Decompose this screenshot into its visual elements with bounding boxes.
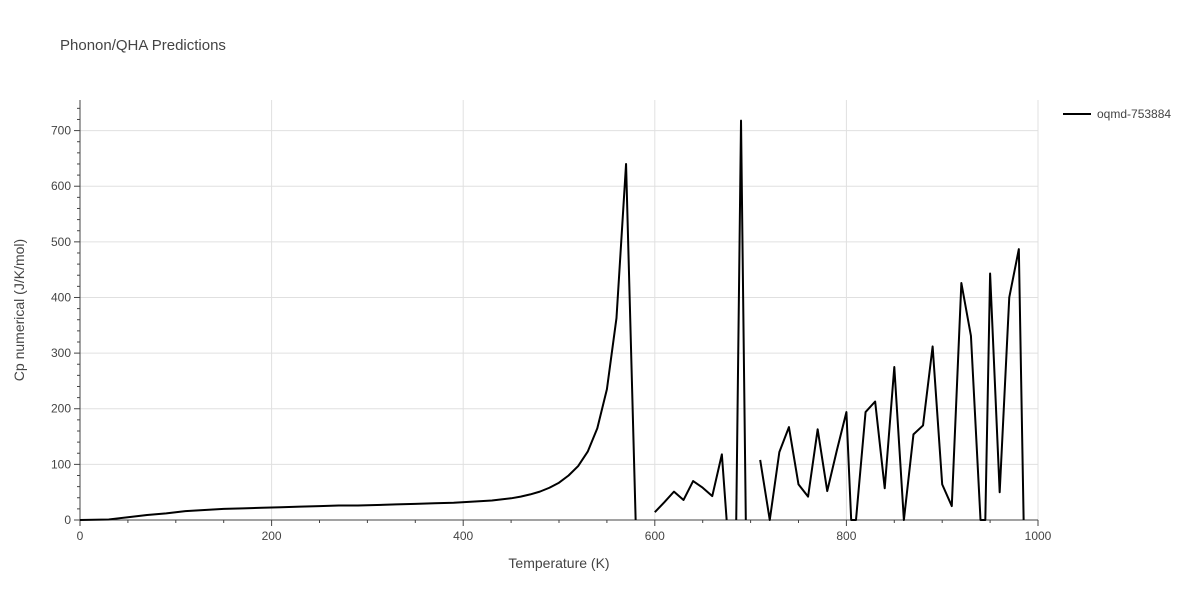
x-tick-label: 1000 — [1025, 529, 1052, 543]
x-tick-label: 0 — [77, 529, 84, 543]
y-tick-label: 300 — [51, 346, 71, 360]
y-tick-label: 400 — [51, 290, 71, 304]
y-axis-title: Cp numerical (J/K/mol) — [11, 239, 27, 381]
y-tick-label: 200 — [51, 402, 71, 416]
y-tick-label: 600 — [51, 179, 71, 193]
y-tick-label: 0 — [64, 513, 71, 527]
y-tick-label: 700 — [51, 124, 71, 138]
x-tick-label: 200 — [262, 529, 282, 543]
grid-layer — [80, 100, 1039, 520]
axes: 0 200 400 600 800 1000 0 100 200 300 400 500 600 700 — [51, 100, 1052, 543]
series-line-oqmd-753884 — [79, 119, 1025, 521]
plot-area — [79, 119, 1025, 521]
chart-title: Phonon/QHA Predictions — [60, 37, 226, 54]
legend-label: oqmd-753884 — [1097, 107, 1171, 121]
x-tick-label: 600 — [645, 529, 665, 543]
y-tick-label: 100 — [51, 457, 71, 471]
legend[interactable]: oqmd-753884 — [1063, 107, 1171, 121]
x-tick-label: 800 — [836, 529, 856, 543]
x-tick-label: 400 — [453, 529, 473, 543]
x-axis-title: Temperature (K) — [508, 555, 609, 571]
y-tick-label: 500 — [51, 235, 71, 249]
